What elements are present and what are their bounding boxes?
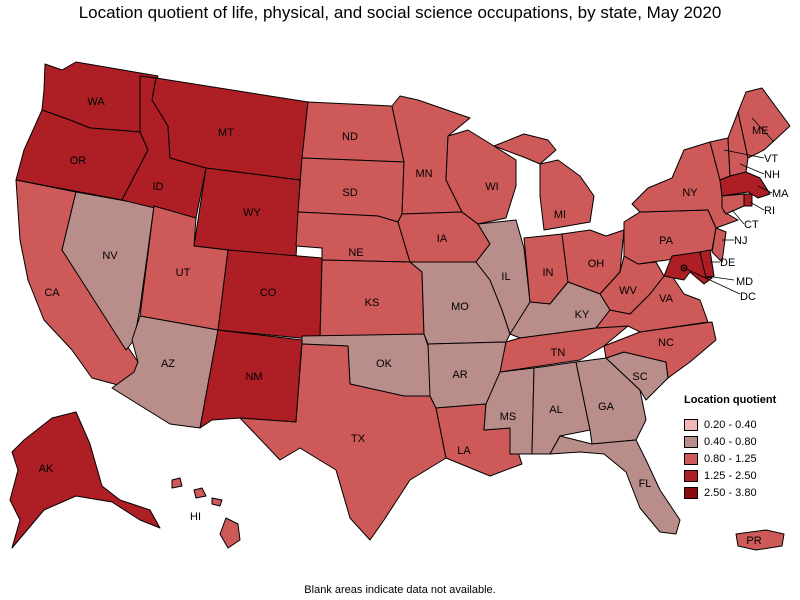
label-nd: ND	[342, 131, 358, 143]
legend: Location quotient 0.20 - 0.40 0.40 - 0.80…	[684, 394, 800, 501]
legend-swatch	[684, 486, 698, 499]
label-la: LA	[457, 445, 471, 457]
legend-swatch	[684, 452, 698, 465]
leader-lines	[683, 117, 775, 295]
label-sc: SC	[632, 371, 647, 383]
label-md: MD	[736, 276, 753, 288]
label-pa: PA	[659, 235, 674, 247]
label-nj: NJ	[734, 235, 747, 247]
label-ga: GA	[598, 401, 615, 413]
label-id: ID	[153, 181, 164, 193]
legend-label: 0.80 - 1.25	[704, 452, 757, 465]
state-mi[interactable]	[493, 133, 595, 231]
legend-swatch	[684, 418, 698, 431]
label-mi: MI	[554, 209, 566, 221]
label-ks: KS	[365, 297, 380, 309]
label-pr: PR	[746, 535, 761, 547]
label-dc: DC	[740, 291, 756, 303]
label-or: OR	[70, 155, 87, 167]
label-nh: NH	[764, 169, 780, 181]
legend-item: 0.80 - 1.25	[684, 450, 800, 467]
legend-item: 1.25 - 2.50	[684, 467, 800, 484]
footnote: Blank areas indicate data not available.	[304, 584, 496, 596]
label-in: IN	[543, 267, 554, 279]
label-tx: TX	[351, 433, 366, 445]
label-nm: NM	[245, 371, 262, 383]
label-ar: AR	[452, 369, 467, 381]
label-ia: IA	[437, 233, 448, 245]
state-ct[interactable]	[721, 193, 745, 215]
label-ok: OK	[376, 358, 393, 370]
legend-label: 0.20 - 0.40	[704, 418, 757, 431]
state-ma[interactable]	[719, 171, 771, 199]
state-wv[interactable]	[599, 255, 665, 315]
legend-swatch	[684, 435, 698, 448]
legend-item: 0.20 - 0.40	[684, 416, 800, 433]
label-nv: NV	[102, 250, 118, 262]
label-mo: MO	[451, 301, 469, 313]
label-ri: RI	[764, 205, 775, 217]
label-wy: WY	[243, 207, 261, 219]
label-me: ME	[752, 125, 769, 137]
legend-swatch	[684, 469, 698, 482]
legend-label: 1.25 - 2.50	[704, 469, 757, 482]
state-ak[interactable]	[9, 411, 161, 549]
state-nj[interactable]	[711, 227, 727, 263]
map-title: Location quotient of life, physical, and…	[78, 3, 722, 22]
label-vt: VT	[764, 153, 778, 165]
label-az: AZ	[161, 358, 175, 370]
label-tn: TN	[551, 347, 566, 359]
label-ma: MA	[772, 188, 789, 200]
label-il: IL	[501, 271, 510, 283]
label-sd: SD	[342, 187, 357, 199]
label-nc: NC	[658, 337, 674, 349]
state-hi[interactable]	[171, 477, 241, 549]
label-ny: NY	[682, 187, 698, 199]
state-wi[interactable]	[445, 129, 517, 225]
label-wa: WA	[87, 96, 105, 108]
label-oh: OH	[588, 258, 605, 270]
legend-label: 2.50 - 3.80	[704, 486, 757, 499]
legend-item: 0.40 - 0.80	[684, 433, 800, 450]
label-al: AL	[549, 404, 562, 416]
label-ms: MS	[500, 411, 517, 423]
state-fl[interactable]	[549, 435, 681, 535]
label-hi: HI	[190, 511, 201, 523]
legend-item: 2.50 - 3.80	[684, 484, 800, 501]
label-mt: MT	[218, 127, 234, 139]
label-mn: MN	[415, 168, 432, 180]
state-me[interactable]	[737, 87, 791, 159]
state-de[interactable]	[699, 249, 715, 279]
state-ri[interactable]	[743, 193, 753, 207]
state-nh[interactable]	[727, 111, 749, 177]
label-fl: FL	[639, 478, 652, 490]
label-ak: AK	[39, 463, 54, 475]
label-ky: KY	[575, 309, 590, 321]
state-tx[interactable]	[239, 343, 447, 541]
label-va: VA	[659, 293, 674, 305]
state-pr[interactable]	[735, 529, 785, 551]
label-ct: CT	[744, 219, 759, 231]
label-ca: CA	[44, 287, 60, 299]
label-ne: NE	[348, 247, 363, 259]
label-de: DE	[720, 257, 735, 269]
legend-label: 0.40 - 0.80	[704, 435, 757, 448]
label-wv: WV	[619, 285, 637, 297]
label-ut: UT	[176, 267, 191, 279]
legend-title: Location quotient	[684, 394, 777, 406]
label-co: CO	[260, 287, 277, 299]
label-wi: WI	[485, 181, 498, 193]
state-labels: WA OR CA NV ID MT WY UT AZ CO NM ND SD N…	[39, 96, 790, 547]
